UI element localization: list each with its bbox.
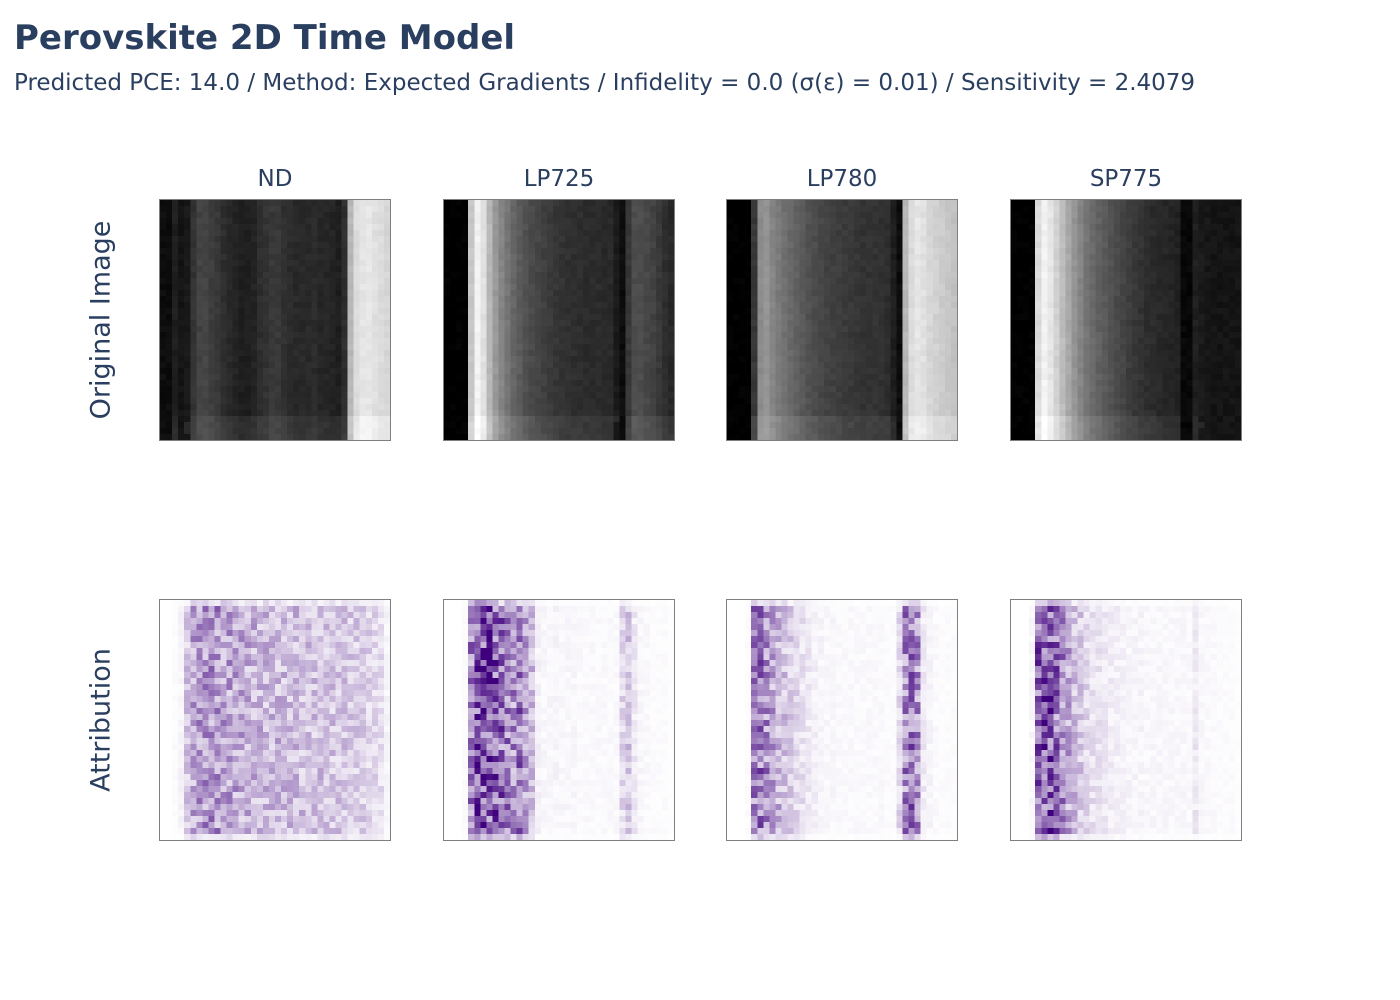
heatmap-canvas — [1011, 600, 1241, 840]
heatmap-canvas — [727, 600, 957, 840]
heatmap-canvas — [160, 600, 390, 840]
heatmap-original-lp725 — [443, 199, 675, 441]
chart-title: Perovskite 2D Time Model — [14, 18, 516, 58]
row-title-original-image: Original Image — [85, 220, 117, 420]
heatmap-attribution-lp725 — [443, 599, 675, 841]
heatmap-original-sp775 — [1010, 199, 1242, 441]
column-title-lp725: LP725 — [523, 166, 595, 192]
row-title-attribution: Attribution — [85, 648, 117, 792]
heatmap-original-nd — [159, 199, 391, 441]
column-title-lp780: LP780 — [806, 166, 878, 192]
heatmap-original-lp780 — [726, 199, 958, 441]
heatmap-canvas — [444, 200, 674, 440]
column-title-nd: ND — [257, 166, 293, 192]
heatmap-canvas — [727, 200, 957, 440]
heatmap-attribution-sp775 — [1010, 599, 1242, 841]
heatmap-attribution-nd — [159, 599, 391, 841]
column-title-sp775: SP775 — [1089, 166, 1163, 192]
heatmap-canvas — [444, 600, 674, 840]
heatmap-attribution-lp780 — [726, 599, 958, 841]
heatmap-canvas — [160, 200, 390, 440]
heatmap-canvas — [1011, 200, 1241, 440]
chart-subtitle: Predicted PCE: 14.0 / Method: Expected G… — [14, 70, 1196, 96]
